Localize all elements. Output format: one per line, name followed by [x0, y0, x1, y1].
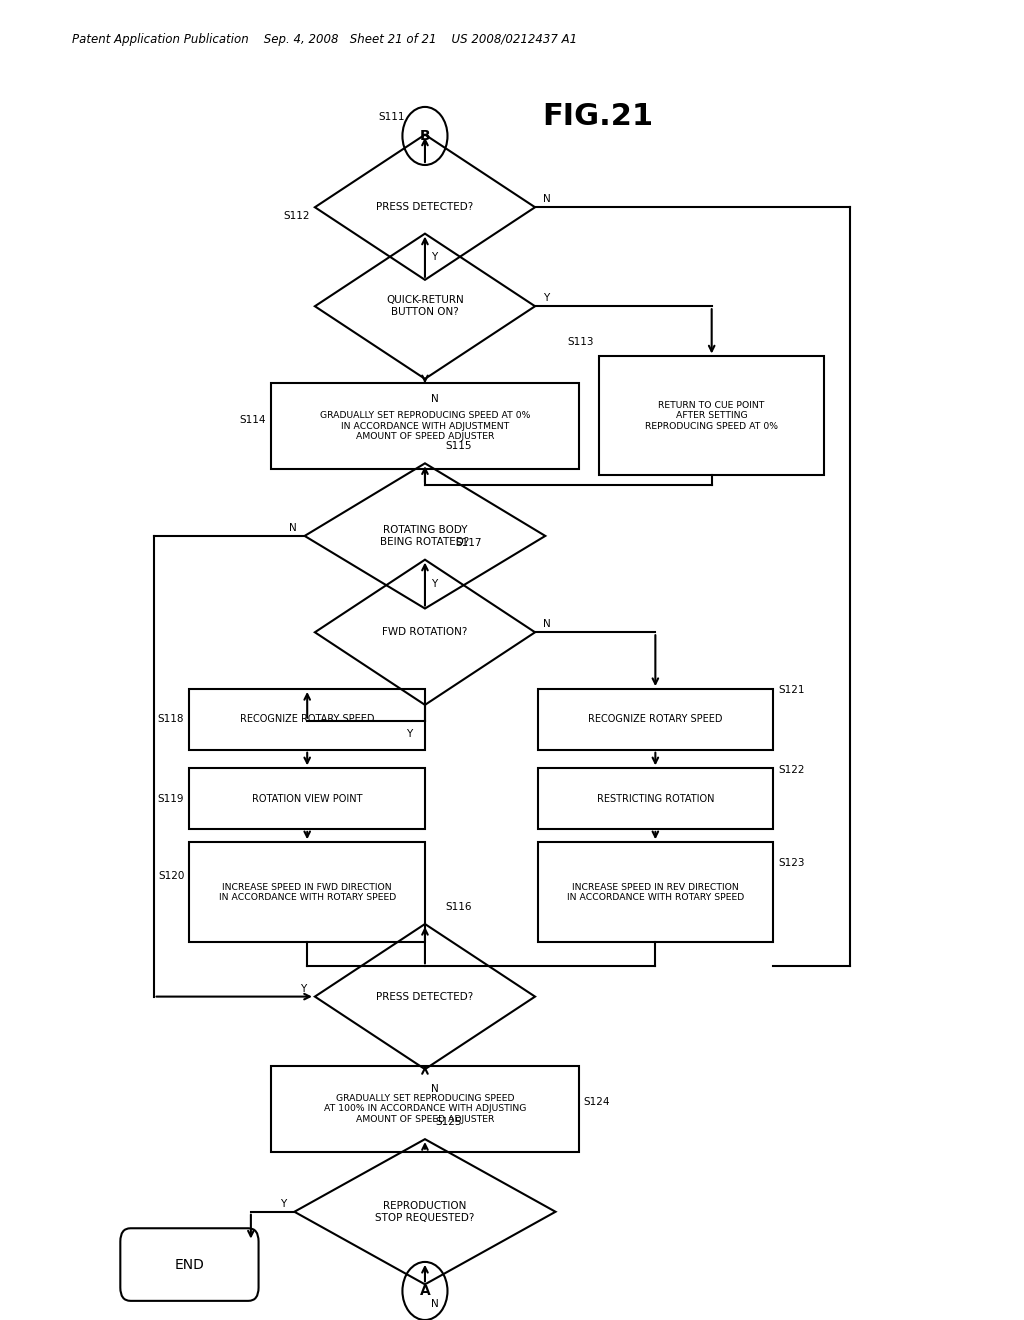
Text: GRADUALLY SET REPRODUCING SPEED
AT 100% IN ACCORDANCE WITH ADJUSTING
AMOUNT OF S: GRADUALLY SET REPRODUCING SPEED AT 100% …	[324, 1094, 526, 1123]
Text: S111: S111	[378, 112, 404, 123]
Text: N: N	[431, 1299, 439, 1309]
Text: END: END	[174, 1258, 205, 1271]
Text: RESTRICTING ROTATION: RESTRICTING ROTATION	[597, 793, 714, 804]
Text: N: N	[543, 194, 551, 205]
Text: GRADUALLY SET REPRODUCING SPEED AT 0%
IN ACCORDANCE WITH ADJUSTMENT
AMOUNT OF SP: GRADUALLY SET REPRODUCING SPEED AT 0% IN…	[319, 412, 530, 441]
Text: S118: S118	[158, 714, 184, 725]
Text: INCREASE SPEED IN REV DIRECTION
IN ACCORDANCE WITH ROTARY SPEED: INCREASE SPEED IN REV DIRECTION IN ACCOR…	[566, 883, 744, 902]
Bar	[189, 689, 425, 750]
Text: Y: Y	[543, 293, 550, 304]
Text: ROTATION VIEW POINT: ROTATION VIEW POINT	[252, 793, 362, 804]
Text: Y: Y	[431, 579, 437, 589]
Text: N: N	[431, 1084, 439, 1094]
Text: FWD ROTATION?: FWD ROTATION?	[382, 627, 468, 638]
Text: REPRODUCTION
STOP REQUESTED?: REPRODUCTION STOP REQUESTED?	[375, 1201, 475, 1222]
Text: QUICK-RETURN
BUTTON ON?: QUICK-RETURN BUTTON ON?	[386, 296, 464, 317]
Text: RECOGNIZE ROTARY SPEED: RECOGNIZE ROTARY SPEED	[240, 714, 375, 725]
Text: S124: S124	[584, 1097, 610, 1107]
Text: A: A	[420, 1284, 430, 1298]
Text: S119: S119	[158, 793, 184, 804]
Text: Y: Y	[431, 252, 437, 261]
Bar	[538, 768, 773, 829]
Bar	[271, 383, 579, 469]
Text: N: N	[543, 619, 551, 630]
Bar	[599, 356, 824, 475]
Text: S120: S120	[158, 871, 184, 882]
Text: S115: S115	[445, 441, 472, 451]
Bar	[189, 842, 425, 942]
Bar	[271, 1067, 579, 1151]
Bar	[189, 768, 425, 829]
Text: RECOGNIZE ROTARY SPEED: RECOGNIZE ROTARY SPEED	[588, 714, 723, 725]
Text: S121: S121	[778, 685, 805, 696]
Text: Y: Y	[300, 983, 307, 994]
Text: PRESS DETECTED?: PRESS DETECTED?	[377, 202, 473, 213]
Text: S114: S114	[240, 414, 266, 425]
Bar	[538, 689, 773, 750]
Text: FIG.21: FIG.21	[543, 102, 654, 131]
Text: Y: Y	[407, 729, 413, 739]
Text: N: N	[431, 393, 439, 404]
Bar	[538, 842, 773, 942]
Text: RETURN TO CUE POINT
AFTER SETTING
REPRODUCING SPEED AT 0%: RETURN TO CUE POINT AFTER SETTING REPROD…	[645, 401, 778, 430]
Text: Patent Application Publication    Sep. 4, 2008   Sheet 21 of 21    US 2008/02124: Patent Application Publication Sep. 4, 2…	[72, 33, 577, 46]
Text: PRESS DETECTED?: PRESS DETECTED?	[377, 991, 473, 1002]
Text: S117: S117	[456, 537, 482, 548]
Text: Y: Y	[280, 1199, 286, 1209]
Text: S122: S122	[778, 764, 805, 775]
Text: S112: S112	[284, 211, 309, 222]
Text: N: N	[289, 523, 297, 533]
Text: INCREASE SPEED IN FWD DIRECTION
IN ACCORDANCE WITH ROTARY SPEED: INCREASE SPEED IN FWD DIRECTION IN ACCOR…	[218, 883, 396, 902]
Text: S113: S113	[567, 337, 594, 347]
Text: S123: S123	[778, 858, 805, 869]
Text: B: B	[420, 129, 430, 143]
Text: ROTATING BODY
BEING ROTATED?: ROTATING BODY BEING ROTATED?	[380, 525, 470, 546]
Text: S116: S116	[445, 902, 472, 912]
Text: S125: S125	[435, 1117, 462, 1127]
